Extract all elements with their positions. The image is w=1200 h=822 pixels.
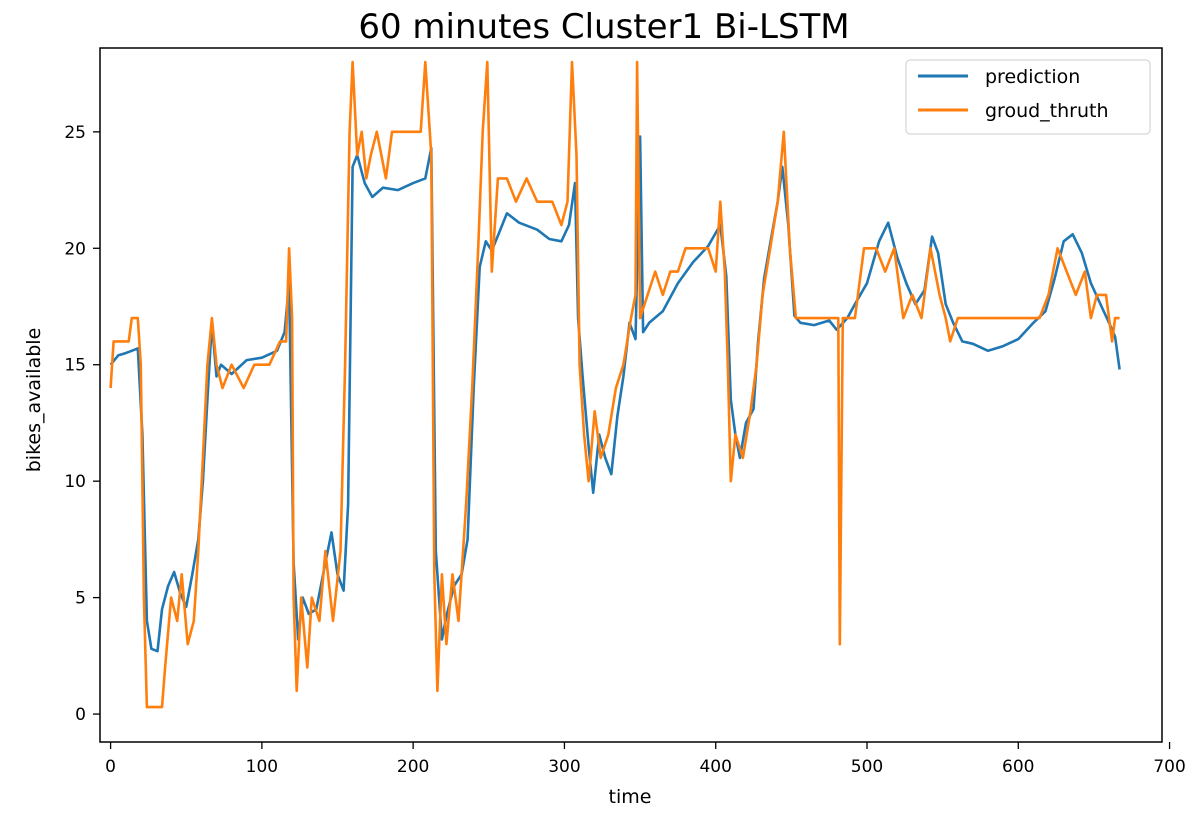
x-tick-label: 100 [246,757,278,777]
x-tick-label: 700 [1153,757,1185,777]
x-tick-label: 300 [548,757,580,777]
series-lines [109,60,1121,709]
y-tick-label: 5 [75,589,86,609]
legend-box [905,59,1151,135]
y-tick-label: 20 [64,239,86,259]
chart-title: 60 minutes Cluster1 Bi-LSTM [358,7,849,47]
legend: prediction groud_thruth [905,59,1151,135]
x-tick-label: 400 [699,757,731,777]
legend-label-groud-thruth: groud_thruth [985,100,1109,122]
y-tick-label: 25 [64,123,86,143]
y-tick-label: 15 [64,356,86,376]
axis-ticks: 0 100 200 300 400 500 600 700 0 5 10 15 20 25 [64,123,1185,777]
y-axis-label: bikes_available [23,328,45,473]
series-line-groud-thruth [109,60,1120,709]
x-tick-label: 200 [397,757,429,777]
y-tick-label: 10 [64,472,86,492]
plot-frame [99,47,1163,743]
x-tick-label: 600 [1002,757,1034,777]
x-axis-label: time [609,786,652,808]
y-tick-label: 0 [75,705,86,725]
legend-label-prediction: prediction [985,66,1080,88]
x-tick-label: 0 [105,757,116,777]
x-tick-label: 500 [851,757,883,777]
